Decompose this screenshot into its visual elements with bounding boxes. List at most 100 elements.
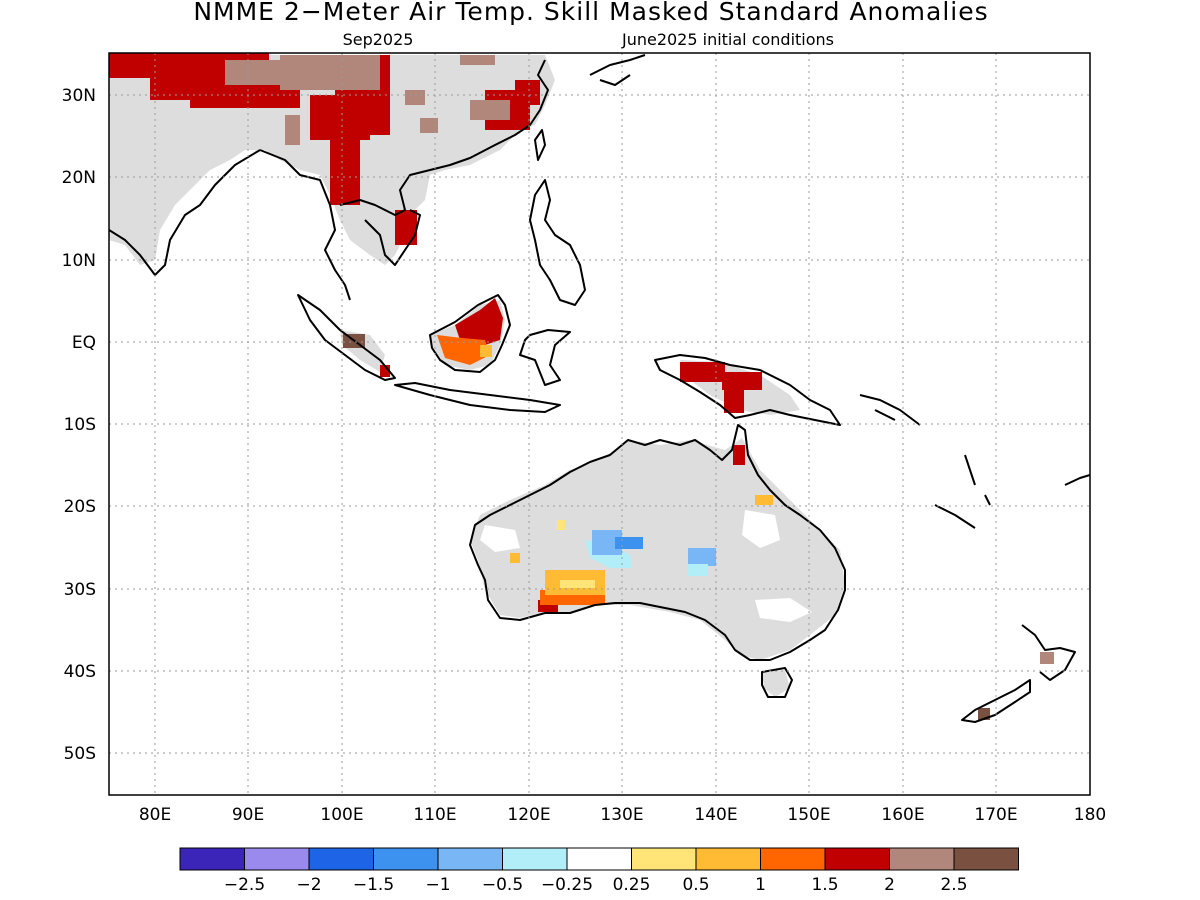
- colorbar-swatch: [824, 847, 890, 871]
- anomaly-yunnan: [310, 95, 370, 140]
- colorbar-swatch: [760, 847, 826, 871]
- colorbar-swatch: [437, 847, 503, 871]
- anomaly-brown-north-india: [225, 60, 280, 85]
- x-tick-label: 180: [1074, 805, 1106, 825]
- anomaly-vietnam: [395, 210, 417, 245]
- coast-indochina: [259, 149, 351, 301]
- colorbar-label: −1.5: [353, 875, 394, 895]
- anomaly-java: [380, 365, 390, 377]
- x-axis: 80E 90E 100E 110E 120E 130E 140E 150E 16…: [139, 805, 1106, 825]
- anomaly-north-borneo: [455, 298, 503, 345]
- anomaly-lightorange-qld: [755, 495, 773, 505]
- x-tick-label: 140E: [694, 805, 737, 825]
- masked-tasmania: [762, 670, 790, 697]
- graticule: [109, 53, 1090, 795]
- colorbar-swatch: [566, 847, 632, 871]
- anomaly-brown-tibet-east: [280, 55, 380, 90]
- anomaly-brown-new-zealand: [1040, 652, 1054, 664]
- x-tick-label: 120E: [507, 805, 550, 825]
- colorbar-swatch: [889, 847, 955, 871]
- colorbar: [179, 847, 1019, 871]
- colorbar-labels: −2.5 −2 −1.5 −1 −0.5 −0.25 0.25 0.5 1 1.5 2 2.5: [224, 875, 968, 895]
- coast-new-guinea: [654, 354, 841, 426]
- map-layers: [109, 53, 1090, 795]
- coast-nz-south: [961, 679, 1031, 723]
- coast-japan: [589, 54, 646, 86]
- colorbar-label: −0.5: [482, 875, 523, 895]
- colorbar-swatch: [179, 847, 245, 871]
- coast-south-china: [339, 59, 549, 216]
- colorbar-swatch: [373, 847, 439, 871]
- anomaly-new-guinea-south: [724, 388, 744, 413]
- colorbar-swatch: [502, 847, 568, 871]
- x-tick-label: 100E: [320, 805, 363, 825]
- anomaly-brown-hubei: [420, 118, 438, 133]
- coast-india: [109, 149, 261, 276]
- unmasked-hole-australia-east: [742, 510, 780, 548]
- anomaly-yellow-wa: [557, 520, 565, 530]
- figure-title: NMME 2−Meter Air Temp. Skill Masked Stan…: [193, 0, 988, 26]
- anomaly-new-guinea-west: [680, 362, 725, 382]
- x-tick-label: 110E: [413, 805, 456, 825]
- y-tick-label: 20N: [62, 168, 96, 188]
- initial-conditions: June2025 initial conditions: [621, 30, 834, 49]
- coast-nz-north: [1021, 624, 1076, 681]
- plot-frame: [108, 52, 1091, 796]
- anomaly-cool-east-blue: [688, 548, 716, 566]
- x-tick-label: 150E: [787, 805, 830, 825]
- anomaly-yellow-sw: [560, 580, 595, 588]
- colorbar-swatch: [631, 847, 697, 871]
- anomaly-brown-east-china: [470, 100, 510, 120]
- coast-australia: [469, 424, 846, 661]
- unmasked-hole-australia-south: [755, 598, 812, 622]
- colorbar-label: 0.25: [613, 875, 651, 895]
- coast-borneo: [429, 294, 511, 373]
- anomaly-lightorange-borneo: [480, 345, 492, 357]
- anomaly-lightorange-wa: [510, 553, 520, 563]
- coast-solomons: [859, 394, 921, 426]
- y-tick-label: 50S: [64, 744, 96, 764]
- colorbar-label: 2.5: [940, 875, 967, 895]
- y-tick-label: 30S: [64, 580, 96, 600]
- anomaly-brown-north-china: [460, 55, 495, 65]
- anomaly-yellow-layer: [557, 520, 595, 588]
- anomaly-brown-central-china: [405, 90, 425, 105]
- colorbar-label: −1: [425, 875, 450, 895]
- x-tick-label: 90E: [232, 805, 264, 825]
- anomaly-myanmar: [330, 135, 360, 205]
- colorbar-swatch: [695, 847, 761, 871]
- anomaly-cape-york: [733, 445, 745, 465]
- colorbar-swatch: [953, 847, 1019, 871]
- colorbar-label: −2.5: [224, 875, 265, 895]
- colorbar-swatch: [308, 847, 374, 871]
- anomaly-brown-layer: [225, 55, 1054, 664]
- colorbar-label: 1.5: [811, 875, 838, 895]
- coast-sumatra: [297, 294, 396, 381]
- x-tick-label: 160E: [881, 805, 924, 825]
- anomaly-shandong: [515, 80, 540, 105]
- coast-philippines: [529, 179, 586, 306]
- unmasked-hole-australia-west: [480, 525, 520, 552]
- coast-gulf-thailand: [364, 209, 421, 266]
- coast-fiji: [1064, 474, 1090, 486]
- y-tick-label: 10N: [62, 251, 96, 271]
- coast-vanuatu: [964, 454, 991, 506]
- anomaly-cool-central-darkblue: [615, 537, 643, 549]
- coastline-layer: [109, 54, 1090, 723]
- x-tick-label: 130E: [600, 805, 643, 825]
- coast-tasmania: [761, 667, 793, 698]
- anomaly-new-guinea-central: [722, 372, 762, 390]
- colorbar-label: 1: [755, 875, 766, 895]
- anomaly-brown-bangladesh: [285, 115, 300, 145]
- y-axis: 30N 20N 10N EQ 10S 20S 30S 40S 50S: [62, 86, 96, 764]
- colorbar-swatch: [244, 847, 310, 871]
- plot-area: [109, 53, 1090, 795]
- x-tick-label: 170E: [974, 805, 1017, 825]
- colorbar-label: 0.5: [682, 875, 709, 895]
- colorbar-label: −0.25: [541, 875, 593, 895]
- coast-sulawesi: [519, 329, 571, 386]
- colorbar-label: 2: [884, 875, 895, 895]
- y-tick-label: 20S: [64, 497, 96, 517]
- coast-new-caledonia: [934, 504, 976, 529]
- coast-java: [394, 382, 561, 413]
